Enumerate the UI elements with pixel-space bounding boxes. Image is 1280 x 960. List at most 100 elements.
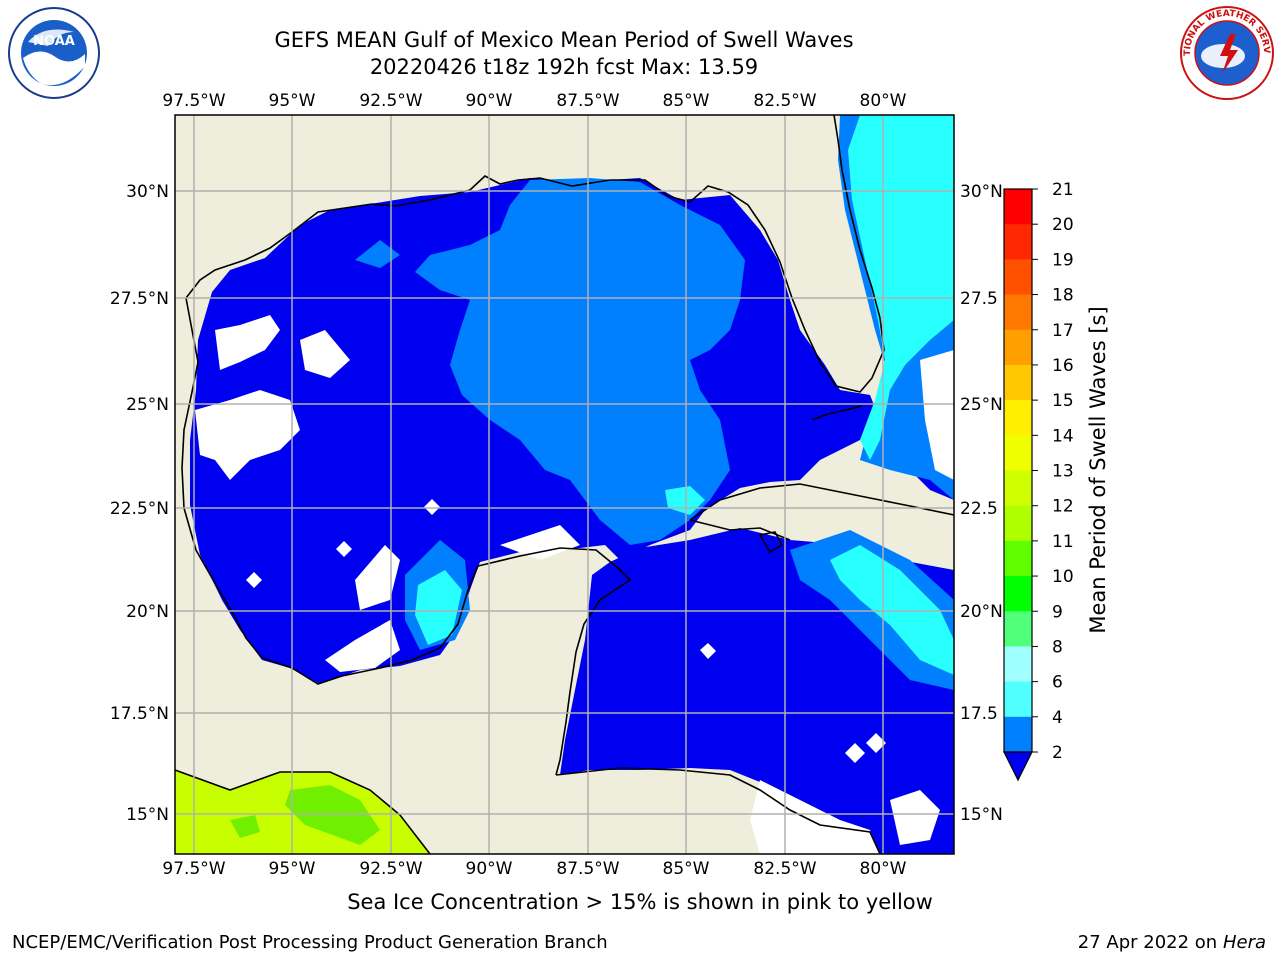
lat-label: 17.5°N: [110, 704, 169, 724]
colorbar-segment: [1004, 364, 1032, 401]
colorbar-tick-label: 12: [1052, 497, 1074, 517]
colorbar-segment: [1004, 259, 1032, 296]
no-data-patch: [325, 620, 400, 672]
colorbar-extend-arrow: [1003, 751, 1033, 782]
no-data-patch: [700, 643, 716, 659]
lon-label: 90°W: [466, 859, 513, 879]
lon-label: 85°W: [663, 91, 710, 111]
no-data-patch: [890, 790, 940, 845]
colorbar-segments: [1004, 189, 1032, 753]
mid-period-region: [415, 178, 745, 545]
colorbar-segment: [1004, 646, 1032, 683]
lon-label: 95°W: [269, 91, 316, 111]
colorbar-segment: [1004, 400, 1032, 436]
credit-line: NCEP/EMC/Verification Post Processing Pr…: [12, 932, 608, 953]
colorbar-segment: [1004, 329, 1032, 366]
colorbar-segment: [1004, 470, 1032, 507]
lon-label: 95°W: [269, 859, 316, 879]
colorbar-tick-label: 9: [1052, 602, 1063, 622]
noaa-logo: NOAA: [8, 7, 100, 99]
no-data-patch: [246, 572, 262, 588]
lat-labels-right: 30°N 27.5 25°N 22.5 20°N 17.5 15°N: [960, 182, 1003, 825]
map-frame: [174, 114, 955, 855]
lon-labels-bottom: 97.5°W 95°W 92.5°W 90°W 87.5°W 85°W 82.5…: [162, 859, 906, 879]
colorbar-tick-label: 4: [1052, 708, 1063, 728]
lon-label: 92.5°W: [359, 859, 422, 879]
lon-label: 97.5°W: [162, 91, 225, 111]
sea-ice-region: [285, 785, 380, 845]
lat-label: 17.5: [960, 704, 998, 724]
colorbar-segment: [1004, 224, 1032, 260]
lon-label: 87.5°W: [556, 859, 619, 879]
lat-label: 15°N: [126, 805, 169, 825]
colorbar: 21 20 19 18 17 16 15 14 13 12 11 10 9 8 6 4 2 Mean Perio…: [1003, 180, 1110, 782]
lon-labels-top: 97.5°W 95°W 92.5°W 90°W 87.5°W 85°W 82.5…: [162, 91, 906, 111]
nws-logo: NATIONAL WEATHER SERVICE: [1178, 4, 1274, 100]
lon-label: 90°W: [466, 91, 513, 111]
colorbar-tick-label: 8: [1052, 637, 1063, 657]
no-data-patch: [300, 330, 350, 378]
sea-ice-region: [230, 815, 260, 838]
host-name: Hera: [1222, 932, 1266, 953]
no-data-patch: [920, 350, 954, 480]
lat-label: 15°N: [960, 805, 1003, 825]
map-field: [175, 115, 954, 854]
lon-label: 92.5°W: [359, 91, 422, 111]
colorbar-tick-label: 18: [1052, 286, 1074, 306]
no-data-patch: [215, 315, 280, 370]
no-data-patch: [500, 525, 580, 560]
lat-label: 20°N: [960, 602, 1003, 622]
lat-label: 30°N: [960, 182, 1003, 202]
date-text: 27 Apr 2022 on: [1077, 932, 1223, 953]
lon-label: 82.5°W: [753, 91, 816, 111]
lat-label: 22.5°N: [110, 499, 169, 519]
colorbar-ticks: 21 20 19 18 17 16 15 14 13 12 11 10 9 8 6 4 2: [1032, 180, 1074, 763]
coastline: [175, 115, 954, 854]
lon-label: 85°W: [663, 859, 710, 879]
colorbar-segment: [1004, 716, 1032, 753]
colorbar-tick-label: 19: [1052, 250, 1074, 270]
lat-label: 20°N: [126, 602, 169, 622]
high-period-region: [415, 570, 462, 645]
lat-label: 25°N: [960, 395, 1003, 415]
map-subtitle: 20220426 t18z 192h fcst Max: 13.59: [369, 55, 759, 79]
no-data-patch: [355, 545, 400, 610]
colorbar-tick-label: 13: [1052, 462, 1074, 482]
lat-label: 27.5°N: [110, 289, 169, 309]
lon-label: 97.5°W: [162, 859, 225, 879]
colorbar-tick-label: 14: [1052, 426, 1074, 446]
colorbar-segment: [1004, 576, 1032, 612]
lat-label: 30°N: [126, 182, 169, 202]
colorbar-segment: [1004, 611, 1032, 647]
mid-period-region: [355, 240, 400, 268]
no-data-patch: [424, 499, 440, 515]
colorbar-segment: [1004, 540, 1032, 577]
no-data-patch: [195, 390, 300, 480]
colorbar-tick-label: 10: [1052, 567, 1074, 587]
colorbar-tick-label: 20: [1052, 215, 1074, 235]
colorbar-segment: [1004, 189, 1032, 225]
colorbar-label: Mean Period of Swell Waves [s]: [1086, 306, 1110, 633]
colorbar-segment: [1004, 435, 1032, 471]
colorbar-tick-label: 2: [1052, 743, 1063, 763]
generated-date: 27 Apr 2022 on Hera: [1078, 932, 1266, 953]
high-period-region: [848, 115, 954, 460]
colorbar-tick-label: 6: [1052, 673, 1063, 693]
sea-ice-caption: Sea Ice Concentration > 15% is shown in …: [347, 890, 933, 914]
noaa-logo-text: NOAA: [33, 34, 75, 49]
map-title: GEFS MEAN Gulf of Mexico Mean Period of …: [274, 28, 854, 52]
high-period-region: [830, 545, 954, 675]
no-data-patch: [845, 743, 865, 763]
colorbar-segment: [1004, 681, 1032, 718]
no-data-patch: [750, 780, 880, 854]
colorbar-segment: [1004, 294, 1032, 331]
colorbar-tick-label: 21: [1052, 180, 1074, 200]
colorbar-segment: [1004, 505, 1032, 542]
lat-labels-left: 30°N 27.5°N 25°N 22.5°N 20°N 17.5°N 15°N: [110, 182, 169, 825]
colorbar-tick-label: 15: [1052, 391, 1074, 411]
colorbar-tick-label: 16: [1052, 356, 1074, 376]
lat-label: 25°N: [126, 395, 169, 415]
lon-label: 80°W: [860, 91, 907, 111]
lon-label: 82.5°W: [753, 859, 816, 879]
